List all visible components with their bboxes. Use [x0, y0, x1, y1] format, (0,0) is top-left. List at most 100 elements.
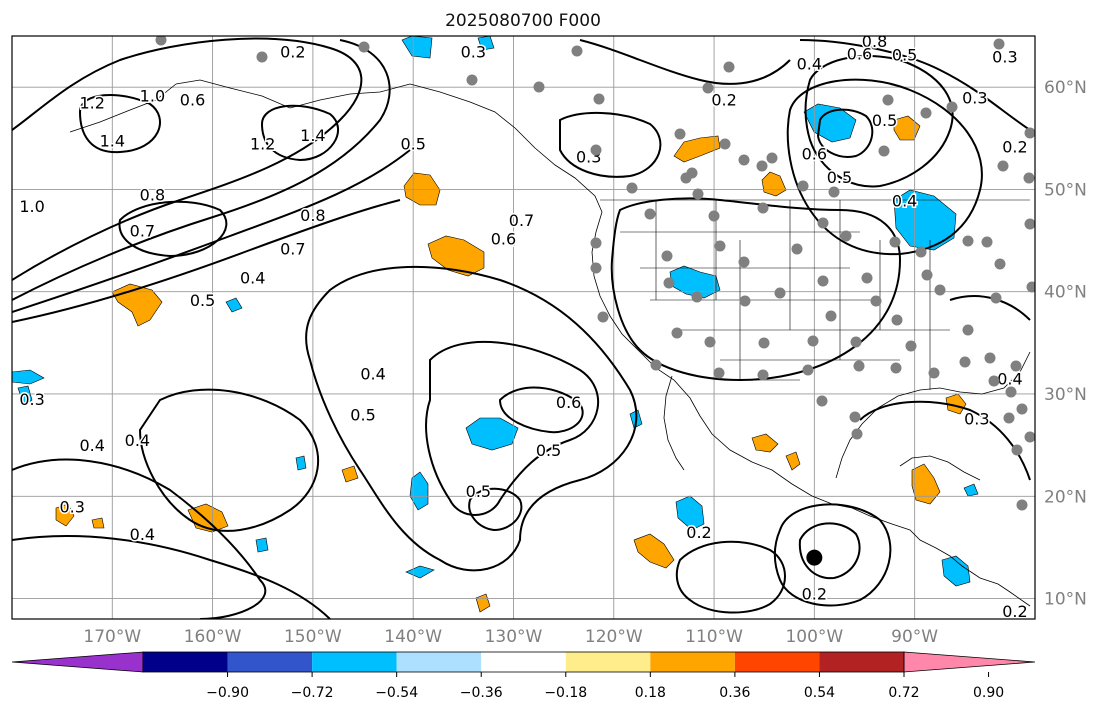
- station-dot: [850, 336, 862, 348]
- station-dot: [1005, 386, 1017, 398]
- colorbar-tick-label: −0.54: [375, 685, 418, 701]
- station-dot: [878, 145, 890, 157]
- contour-label: 1.4: [300, 126, 325, 145]
- station-dot: [962, 235, 974, 247]
- colorbar-tick-label: 0.54: [804, 685, 835, 701]
- cyclone-marker-dot: [806, 549, 823, 566]
- station-dot: [155, 36, 167, 46]
- shaded-field: [12, 36, 979, 613]
- latitude-label: 10°N: [1044, 590, 1087, 610]
- station-dot: [686, 167, 698, 179]
- contour-line: [579, 39, 791, 85]
- station-dot: [817, 275, 829, 287]
- colorbar-tick-label: 0.18: [635, 685, 666, 701]
- station-dot: [993, 38, 1005, 50]
- contour-line: [773, 503, 892, 607]
- station-dot: [691, 291, 703, 303]
- station-dot: [921, 269, 933, 281]
- station-dot: [597, 311, 609, 323]
- coastline: [175, 79, 411, 109]
- station-dot: [853, 360, 865, 372]
- station-dot: [934, 284, 946, 296]
- colorbar-tick-label: 0.72: [888, 685, 919, 701]
- station-dot: [714, 240, 726, 252]
- station-dot: [816, 395, 828, 407]
- contour-line: [12, 458, 267, 619]
- station-dot: [758, 337, 770, 349]
- contour-label: 0.2: [1002, 602, 1027, 621]
- station-dot: [704, 336, 716, 348]
- latitude-label: 30°N: [1044, 385, 1087, 405]
- station-dot: [590, 237, 602, 249]
- station-dot: [466, 74, 478, 86]
- latitude-label: 20°N: [1044, 487, 1087, 507]
- negative-region: [477, 36, 495, 51]
- contour-line: [559, 112, 662, 178]
- contour-label: 0.5: [827, 168, 852, 187]
- positive-region: [91, 517, 105, 529]
- contour-label: 1.4: [100, 131, 125, 150]
- coastline: [69, 83, 177, 133]
- station-dot: [1016, 403, 1028, 415]
- negative-region: [465, 417, 519, 451]
- coastlines-and-borders: [69, 79, 1031, 607]
- negative-region: [893, 189, 957, 251]
- station-dot: [920, 107, 932, 119]
- contour-label: 0.4: [797, 55, 822, 74]
- contour-line: [786, 78, 983, 256]
- contour-label: 0.2: [802, 584, 827, 603]
- contour-label: 0.5: [892, 45, 917, 64]
- station-dot: [702, 82, 714, 94]
- contour-label: 0.3: [962, 88, 987, 107]
- contour-label: 0.5: [350, 405, 375, 424]
- contour-line: [12, 37, 363, 281]
- positive-region: [945, 393, 967, 415]
- colorbar-segment: [481, 652, 566, 672]
- contour-label: 0.2: [1002, 137, 1027, 156]
- positive-region: [673, 135, 721, 163]
- latitude-label: 60°N: [1044, 78, 1087, 98]
- contour-label: 1.2: [80, 93, 105, 112]
- contour-label: 0.5: [190, 291, 215, 310]
- colorbar-outline: [142, 651, 905, 673]
- longitude-label: 120°W: [585, 627, 643, 647]
- colorbar-segment: [227, 652, 313, 672]
- latitude-label: 40°N: [1044, 283, 1087, 303]
- station-dot: [997, 160, 1009, 172]
- station-dot: [1024, 431, 1035, 443]
- contour-label: 0.3: [964, 410, 989, 429]
- station-dot: [757, 202, 769, 214]
- positive-region: [111, 283, 163, 327]
- station-dot: [713, 367, 725, 379]
- state-borders: [600, 199, 1030, 390]
- coastline: [409, 83, 1031, 607]
- contour-label: 0.6: [847, 44, 872, 63]
- contour-line: [498, 386, 584, 434]
- cyclone-marker: [806, 549, 823, 566]
- station-dot: [861, 272, 873, 284]
- station-dot: [661, 250, 673, 262]
- longitude-label: 170°W: [83, 627, 141, 647]
- station-dot: [890, 362, 902, 374]
- station-dot: [756, 160, 768, 172]
- colorbar-extend-high: [903, 651, 1036, 673]
- contour-label: 0.4: [80, 436, 105, 455]
- contour-label: 1.0: [140, 86, 165, 105]
- station-dot: [626, 182, 638, 194]
- station-dot: [981, 236, 993, 248]
- station-dot: [1003, 412, 1015, 424]
- station-dot: [870, 295, 882, 307]
- station-dot: [723, 61, 735, 73]
- colorbar-segment: [143, 652, 228, 672]
- colorbar-segment: [565, 652, 651, 672]
- contour-label: 0.4: [130, 525, 155, 544]
- station-dot: [946, 101, 958, 113]
- longitude-labels: 170°W 160°W 150°W 140°W 130°W 120°W 110°W 100°W…: [83, 627, 938, 647]
- negative-region: [941, 555, 971, 587]
- station-dot: [802, 364, 814, 376]
- station-dot: [644, 208, 656, 220]
- contour-label: 0.4: [997, 370, 1022, 389]
- longitude-label: 100°W: [785, 627, 843, 647]
- contour-label: 0.4: [240, 268, 265, 287]
